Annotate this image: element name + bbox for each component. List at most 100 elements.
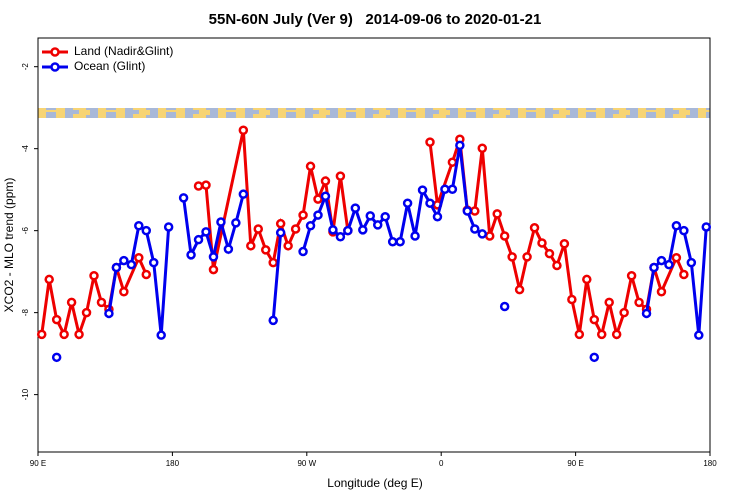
map-band [38, 108, 710, 118]
point [201, 227, 211, 237]
point [66, 297, 77, 308]
point [238, 189, 249, 199]
point [470, 206, 480, 216]
point [447, 184, 458, 195]
point [671, 252, 682, 263]
point [425, 198, 435, 208]
point [596, 329, 607, 340]
point [432, 211, 443, 222]
point [320, 191, 331, 201]
point [335, 171, 346, 181]
point [193, 234, 204, 245]
point [201, 180, 211, 190]
point [148, 257, 159, 268]
point [313, 210, 323, 220]
point [589, 314, 600, 325]
point [231, 218, 241, 228]
legend-marker [50, 47, 60, 57]
point [664, 259, 674, 270]
point [81, 307, 92, 318]
point [178, 193, 189, 203]
point [559, 239, 570, 249]
point [134, 252, 144, 263]
point [499, 231, 510, 241]
point [470, 224, 480, 234]
point [44, 274, 54, 285]
point [499, 301, 510, 312]
point [604, 297, 614, 308]
y-axis-label: XCO2 - MLO trend (ppm) [2, 178, 16, 313]
point [611, 329, 622, 340]
point [410, 231, 420, 241]
point [126, 259, 137, 270]
point [141, 269, 152, 280]
point [656, 286, 667, 297]
point [402, 198, 413, 208]
y-tick-label: -6 [21, 227, 30, 235]
point [372, 220, 383, 230]
y-tick-label: -8 [21, 309, 30, 317]
y-tick-label: -2 [21, 63, 30, 71]
point [649, 262, 659, 273]
point [328, 225, 338, 235]
point [36, 329, 47, 340]
x-tick-label: 90 W [297, 459, 316, 468]
point [223, 244, 234, 254]
x-tick-label: 0 [439, 459, 444, 468]
x-tick-label: 90 E [567, 459, 583, 468]
point [358, 225, 368, 235]
legend-label: Ocean (Glint) [74, 59, 145, 73]
point [507, 252, 517, 262]
point [656, 255, 667, 266]
point [51, 352, 62, 363]
point [365, 211, 376, 221]
plot-frame [37, 37, 711, 453]
point [671, 220, 682, 231]
y-tick-label: -4 [21, 145, 30, 153]
point [552, 260, 562, 271]
legend-label: Land (Nadir&Glint) [74, 44, 173, 58]
point [701, 222, 712, 232]
point [567, 294, 577, 305]
point [275, 227, 286, 238]
point [477, 229, 488, 239]
point [268, 257, 278, 268]
point [268, 315, 278, 326]
point [305, 161, 316, 172]
point [484, 231, 495, 241]
point [238, 125, 249, 135]
point [111, 262, 122, 273]
point [208, 252, 219, 262]
point [275, 218, 286, 229]
point [447, 157, 458, 167]
point [51, 314, 62, 325]
point [163, 222, 174, 232]
point [320, 176, 331, 186]
point [455, 140, 465, 151]
y-tick-label: -10 [21, 388, 30, 400]
point [417, 185, 428, 195]
point [216, 217, 226, 227]
point [626, 270, 637, 281]
point [537, 238, 547, 248]
point [641, 308, 652, 319]
x-tick-label: 180 [703, 459, 717, 468]
point [514, 284, 525, 295]
point [440, 184, 450, 195]
point [634, 297, 644, 308]
point [335, 232, 346, 242]
point [387, 236, 398, 247]
x-axis-label: Longitude (deg E) [327, 476, 422, 490]
point [290, 224, 301, 234]
point [679, 269, 689, 280]
point [619, 307, 629, 318]
point [253, 224, 264, 234]
point [589, 352, 600, 363]
point [522, 252, 532, 262]
point [260, 245, 271, 255]
x-tick-label: 90 E [30, 459, 46, 468]
point [283, 241, 293, 251]
point [59, 329, 69, 340]
point [208, 264, 219, 275]
